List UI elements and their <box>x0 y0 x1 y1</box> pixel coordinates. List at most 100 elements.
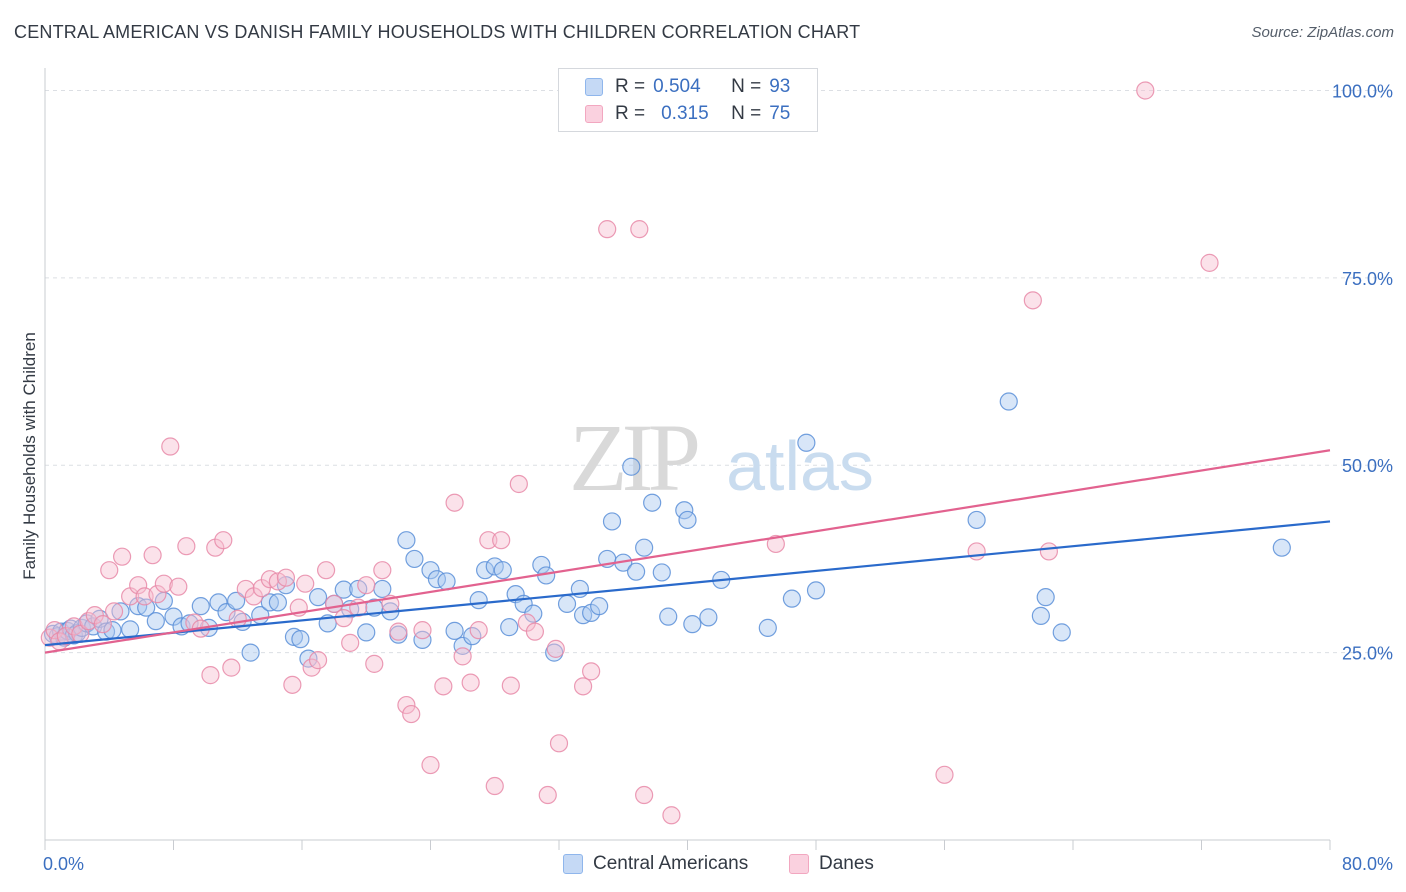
data-point <box>445 493 464 512</box>
legend-n-value: 93 <box>769 76 791 97</box>
data-point <box>659 607 678 626</box>
data-point <box>626 562 646 581</box>
y-tick-label: 50.0% <box>1342 456 1393 476</box>
data-point <box>434 677 453 696</box>
data-point <box>405 549 424 569</box>
watermark: ZIP atlas <box>569 404 874 511</box>
y-tick-label: 75.0% <box>1342 269 1393 289</box>
legend-n-label: N = <box>731 103 762 124</box>
bottom-legend-label: Danes <box>819 853 874 874</box>
data-point <box>357 623 376 642</box>
data-point <box>500 618 519 637</box>
data-point <box>169 577 188 596</box>
series-danes <box>40 81 1219 825</box>
data-point <box>967 542 986 561</box>
x-tick-label: 0.0% <box>43 854 84 874</box>
data-point <box>675 501 694 520</box>
bottom-legend-central-americans: Central Americans <box>563 852 748 876</box>
data-point <box>357 576 376 595</box>
axes <box>44 68 1331 850</box>
data-point <box>662 806 681 825</box>
data-point <box>191 597 210 616</box>
data-point <box>622 457 641 476</box>
data-point <box>509 474 528 494</box>
data-point <box>1039 542 1059 561</box>
data-point <box>276 568 296 587</box>
data-point <box>1136 81 1155 100</box>
data-point <box>112 547 132 566</box>
data-point <box>476 561 495 580</box>
data-point <box>469 591 488 610</box>
data-point <box>590 597 609 616</box>
data-point <box>479 531 498 550</box>
data-point <box>492 531 511 550</box>
data-point <box>214 531 233 550</box>
data-point <box>758 618 777 637</box>
data-point <box>421 755 440 775</box>
data-point <box>143 546 162 565</box>
data-point <box>291 630 310 649</box>
trend-line-central-americans <box>44 520 1331 647</box>
data-point <box>302 658 321 677</box>
y-tick-label: 25.0% <box>1342 644 1393 664</box>
data-point <box>268 593 288 612</box>
data-point <box>227 591 246 611</box>
data-point <box>573 677 593 696</box>
legend-row-danes: R = 0.315 N = 75 <box>585 102 790 126</box>
data-point <box>341 633 360 652</box>
data-point <box>241 643 260 662</box>
bottom-legend-swatch-pink <box>789 854 809 874</box>
legend-row-central-americans: R = 0.504 N = 93 <box>585 75 790 99</box>
data-point <box>469 621 488 640</box>
data-point <box>100 561 119 580</box>
data-point <box>935 765 954 784</box>
watermark-zip: ZIP <box>569 404 698 511</box>
legend-swatch-blue <box>585 78 603 96</box>
y-axis-label: Family Households with Children <box>20 332 39 580</box>
legend-r-value: 0.315 <box>661 103 709 124</box>
bottom-legend-label: Central Americans <box>593 853 749 874</box>
data-point <box>1036 588 1055 607</box>
data-point <box>797 433 816 452</box>
data-point <box>137 598 156 617</box>
data-point <box>493 561 512 580</box>
gridlines <box>45 89 1390 654</box>
data-point <box>683 615 702 634</box>
data-point <box>397 695 416 715</box>
data-point <box>402 704 421 724</box>
data-point <box>453 636 472 655</box>
data-point <box>397 531 416 550</box>
data-point <box>148 585 167 604</box>
data-point <box>421 561 440 580</box>
legend-n-label: N = <box>731 76 762 97</box>
data-point <box>177 537 196 556</box>
legend-r-value: 0.504 <box>653 76 701 97</box>
watermark-atlas: atlas <box>726 427 874 505</box>
data-point <box>334 580 353 599</box>
data-point <box>999 392 1018 411</box>
data-point <box>222 658 241 677</box>
y-tick-label: 100.0% <box>1332 81 1393 101</box>
data-point <box>308 588 328 607</box>
data-point <box>129 576 148 595</box>
legend-swatch-pink <box>585 105 603 123</box>
data-point <box>782 589 802 608</box>
data-point <box>538 785 557 805</box>
data-point <box>365 654 384 673</box>
bottom-legend-swatch-blue <box>563 854 583 874</box>
data-point <box>1031 606 1050 625</box>
data-point <box>413 621 432 640</box>
data-point <box>373 579 392 599</box>
data-point <box>111 602 130 621</box>
data-point <box>546 639 565 658</box>
data-point <box>635 538 654 557</box>
data-point <box>228 609 247 628</box>
data-point <box>373 561 392 580</box>
data-point <box>201 666 220 685</box>
data-point <box>1023 291 1042 310</box>
data-point <box>635 785 654 805</box>
data-point <box>582 662 601 681</box>
data-point <box>1272 538 1291 557</box>
x-tick-label: 80.0% <box>1342 854 1393 874</box>
